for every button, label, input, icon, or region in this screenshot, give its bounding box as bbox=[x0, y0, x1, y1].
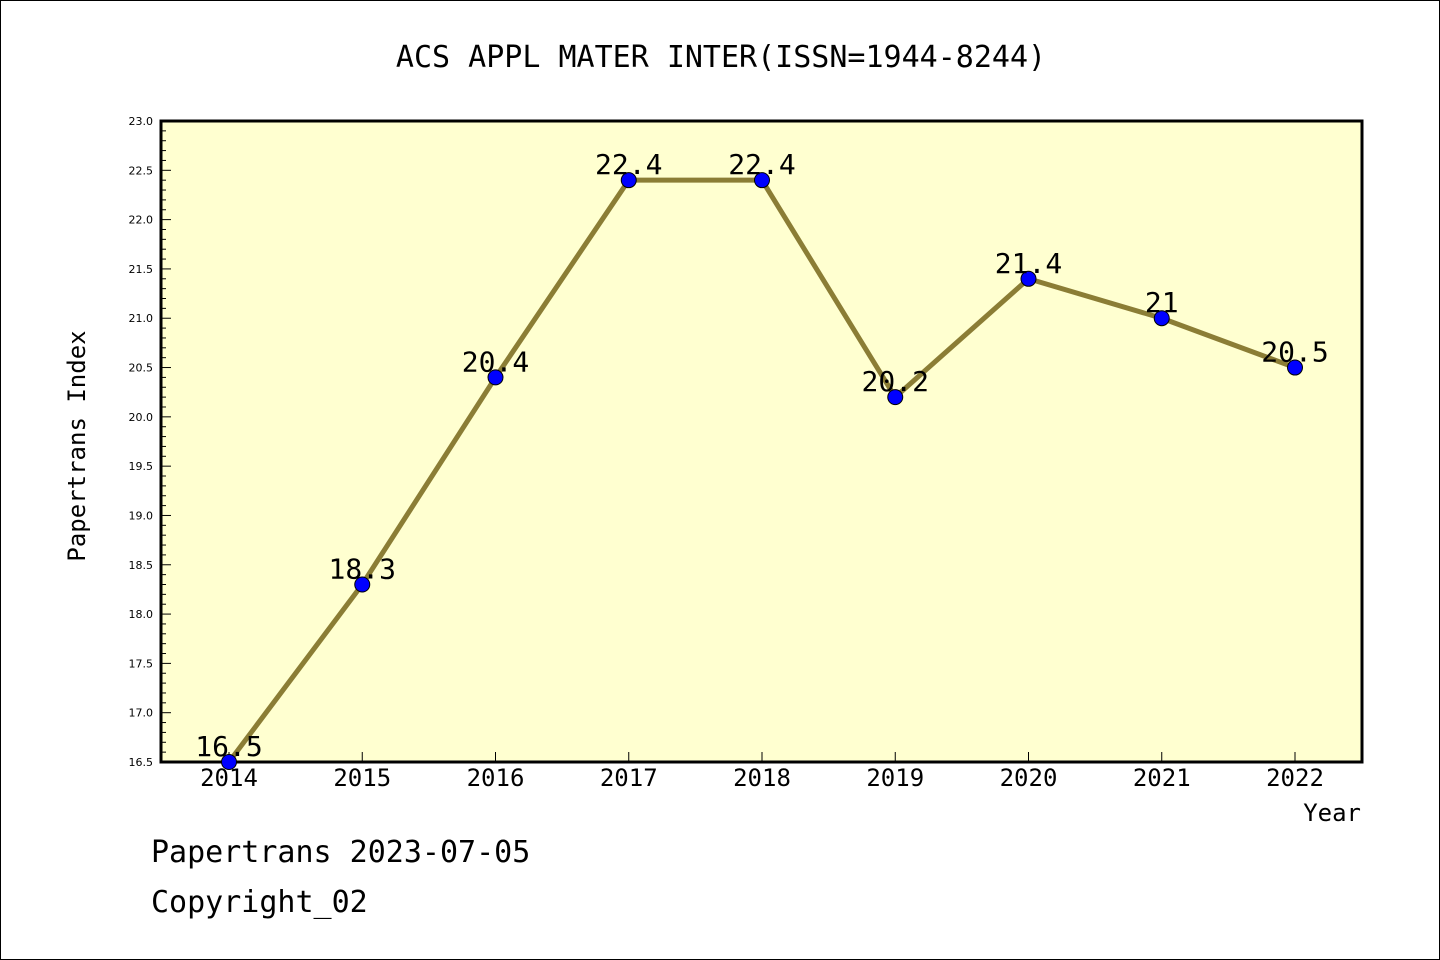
y-tick-label: 21.5 bbox=[129, 263, 154, 276]
y-tick-label: 23.0 bbox=[129, 115, 154, 128]
data-point bbox=[754, 172, 770, 189]
y-tick-label: 20.0 bbox=[129, 411, 154, 424]
data-point bbox=[354, 576, 371, 593]
data-label: 20.4 bbox=[462, 345, 529, 378]
data-label: 21.4 bbox=[995, 247, 1062, 280]
x-tick-label: 2017 bbox=[600, 764, 658, 792]
x-tick-label: 2016 bbox=[467, 764, 525, 792]
data-point bbox=[620, 172, 637, 189]
y-tick-label: 18.0 bbox=[129, 608, 154, 621]
y-tick-label: 22.0 bbox=[129, 214, 154, 227]
y-axis-label: Papertrans Index bbox=[63, 330, 91, 561]
data-label: 22.4 bbox=[728, 148, 795, 181]
y-tick-label: 22.5 bbox=[129, 164, 154, 177]
footer-date: Papertrans 2023-07-05 bbox=[151, 835, 531, 870]
x-tick-label: 2015 bbox=[333, 764, 391, 792]
data-label: 21 bbox=[1145, 286, 1179, 319]
y-tick-label: 20.5 bbox=[129, 362, 154, 375]
x-tick-label: 2019 bbox=[866, 764, 924, 792]
data-label: 16.5 bbox=[195, 730, 262, 763]
data-point bbox=[1287, 359, 1303, 376]
data-point bbox=[887, 389, 904, 406]
footer-copyright: Copyright_02 bbox=[151, 885, 368, 920]
data-label: 18.3 bbox=[329, 552, 396, 585]
x-axis-label: Year bbox=[1303, 799, 1361, 827]
x-tick-label: 2020 bbox=[1000, 764, 1058, 792]
x-tick-label: 2021 bbox=[1133, 764, 1191, 792]
data-label: 22.4 bbox=[595, 148, 662, 181]
y-tick-label: 18.5 bbox=[129, 559, 154, 572]
x-tick-label: 2022 bbox=[1266, 764, 1324, 792]
y-tick-label: 21.0 bbox=[129, 312, 154, 325]
y-tick-label: 19.5 bbox=[129, 460, 154, 473]
plot-border bbox=[159, 119, 1364, 764]
x-tick-label: 2018 bbox=[733, 764, 791, 792]
y-tick-label: 19.0 bbox=[129, 509, 154, 522]
data-label: 20.2 bbox=[862, 365, 929, 398]
y-tick-label: 17.0 bbox=[129, 707, 154, 720]
plot-area bbox=[161, 121, 1362, 762]
chart-title: ACS APPL MATER INTER(ISSN=1944-8244) bbox=[396, 40, 1046, 75]
data-point bbox=[1153, 310, 1170, 327]
y-tick-label: 17.5 bbox=[129, 657, 154, 670]
data-point bbox=[1020, 270, 1037, 287]
data-label: 20.5 bbox=[1261, 336, 1328, 369]
y-tick-label: 16.5 bbox=[129, 756, 154, 769]
data-point bbox=[221, 754, 237, 770]
data-point bbox=[487, 369, 504, 386]
